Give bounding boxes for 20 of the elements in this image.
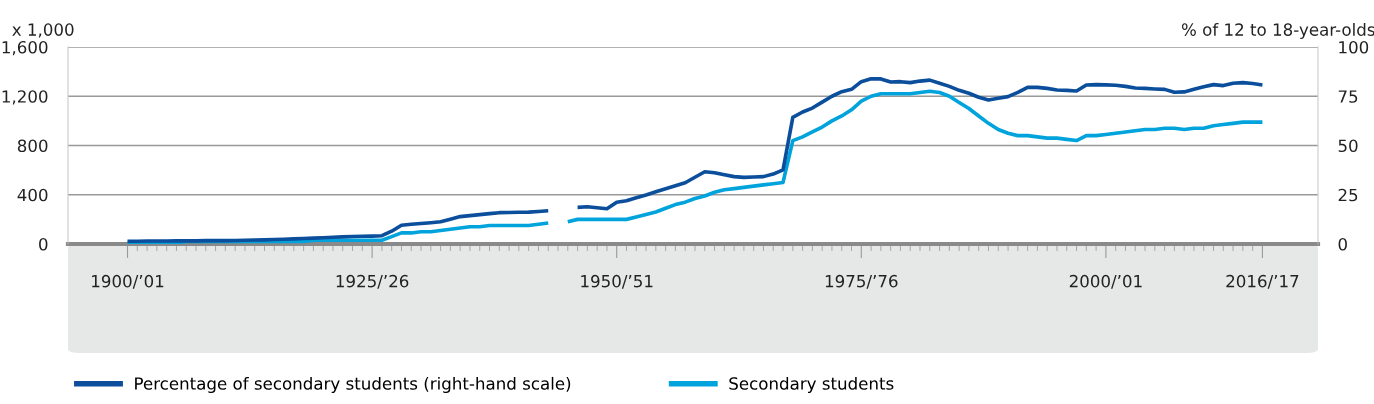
x-tick-label: 2000/’01 xyxy=(1069,274,1142,289)
x-tick-label: 1950/’51 xyxy=(581,274,653,289)
y2-tick-label: 100 xyxy=(1339,40,1369,54)
y2-axis-title: % of 12 to 18-year-olds xyxy=(1181,22,1374,40)
legend-label: Percentage of secondary students (right-hand scale) xyxy=(135,376,571,394)
y2-tick-label: 25 xyxy=(1338,188,1358,202)
y-tick-label: 400 xyxy=(17,188,48,202)
y-axis-title: x 1,000 xyxy=(12,23,74,38)
y-tick-label: 0 xyxy=(39,237,48,251)
y-tick-label: 1,600 xyxy=(2,40,48,56)
x-tick-label: 1925/’26 xyxy=(336,274,409,289)
x-tick-label: 2016/’17 xyxy=(1226,274,1299,289)
x-tick-label: 1900/’01 xyxy=(92,274,164,289)
y2-tick-label: 0 xyxy=(1338,237,1347,251)
y2-tick-label: 75 xyxy=(1338,90,1358,103)
x-tick-label: 1975/’76 xyxy=(825,274,898,289)
y2-tick-label: 50 xyxy=(1338,139,1358,153)
y-tick-label: 800 xyxy=(17,139,48,153)
legend-label: Secondary students xyxy=(729,376,894,394)
y-tick-label: 1,200 xyxy=(2,90,48,105)
